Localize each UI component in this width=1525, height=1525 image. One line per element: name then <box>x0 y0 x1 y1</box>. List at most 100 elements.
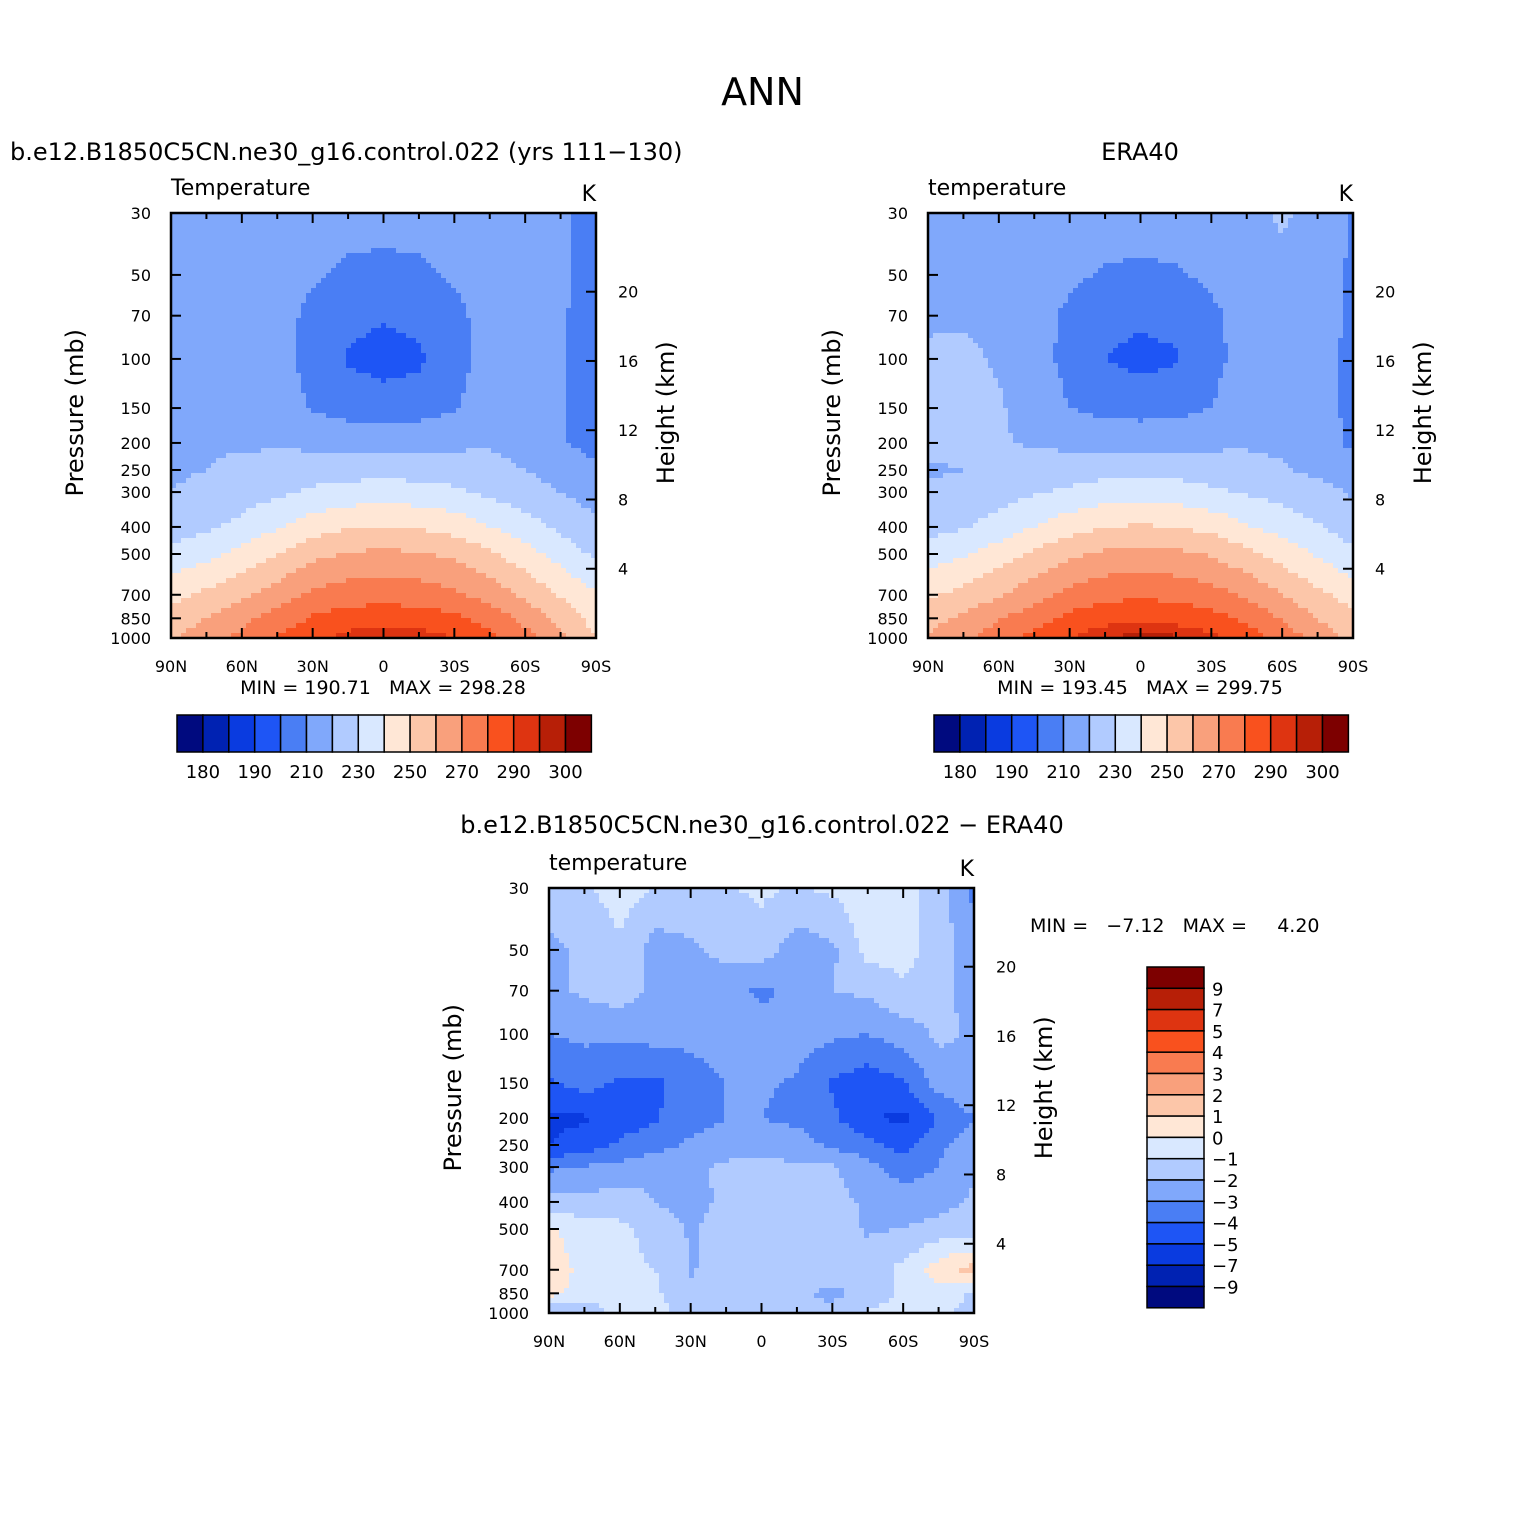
field-cell <box>376 368 382 374</box>
field-cell <box>206 273 212 279</box>
field-cell <box>206 333 212 339</box>
field-cell <box>561 223 567 229</box>
field-cell <box>546 243 552 249</box>
field-cell <box>506 228 512 234</box>
field-cell <box>251 443 257 449</box>
field-cell <box>576 473 582 479</box>
field-cell <box>446 423 452 429</box>
field-cell <box>206 468 212 474</box>
field-cell <box>376 473 382 479</box>
field-cell <box>446 473 452 479</box>
field-cell <box>381 283 387 289</box>
field-cell <box>301 423 307 429</box>
field-cell <box>521 368 527 374</box>
field-cell <box>446 363 452 369</box>
field-cell <box>401 333 407 339</box>
field-cell <box>481 428 487 434</box>
field-cell <box>421 338 427 344</box>
field-cell <box>406 433 412 439</box>
field-cell <box>526 393 532 399</box>
field-cell <box>331 368 337 374</box>
field-cell <box>306 318 312 324</box>
field-cell <box>231 368 237 374</box>
field-cell <box>201 428 207 434</box>
field-cell <box>396 478 402 484</box>
field-cell <box>541 223 547 229</box>
field-cell <box>386 443 392 449</box>
field-cell <box>421 383 427 389</box>
field-cell <box>356 458 362 464</box>
field-cell <box>196 318 202 324</box>
field-cell <box>471 493 477 499</box>
field-cell <box>271 283 277 289</box>
field-cell <box>381 333 387 339</box>
field-cell <box>581 213 587 219</box>
field-cell <box>266 298 272 304</box>
field-cell <box>501 268 507 274</box>
field-cell <box>536 298 542 304</box>
field-cell <box>396 458 402 464</box>
field-cell <box>466 348 472 354</box>
field-cell <box>236 273 242 279</box>
field-cell <box>286 323 292 329</box>
field-cell <box>276 403 282 409</box>
field-cell <box>396 488 402 494</box>
field-cell <box>516 393 522 399</box>
field-cell <box>191 388 197 394</box>
field-cell <box>271 243 277 249</box>
field-cell <box>276 423 282 429</box>
field-cell <box>396 348 402 354</box>
field-cell <box>321 233 327 239</box>
field-cell <box>371 268 377 274</box>
field-cell <box>496 373 502 379</box>
field-cell <box>301 418 307 424</box>
field-cell <box>211 263 217 269</box>
field-cell <box>311 373 317 379</box>
field-cell <box>296 303 302 309</box>
field-cell <box>181 463 187 469</box>
field-cell <box>421 303 427 309</box>
field-cell <box>411 438 417 444</box>
field-cell <box>241 363 247 369</box>
field-cell <box>351 393 357 399</box>
field-cell <box>201 458 207 464</box>
field-cell <box>241 323 247 329</box>
field-cell <box>356 408 362 414</box>
field-cell <box>431 478 437 484</box>
field-cell <box>491 348 497 354</box>
field-cell <box>171 363 177 369</box>
field-cell <box>391 403 397 409</box>
field-cell <box>241 263 247 269</box>
field-cell <box>201 313 207 319</box>
field-cell <box>466 213 472 219</box>
field-cell <box>436 293 442 299</box>
field-cell <box>536 288 542 294</box>
field-cell <box>241 493 247 499</box>
field-cell <box>226 283 232 289</box>
field-cell <box>266 418 272 424</box>
field-cell <box>246 318 252 324</box>
field-cell <box>316 253 322 259</box>
field-cell <box>451 253 457 259</box>
field-cell <box>266 503 272 509</box>
field-cell <box>316 453 322 459</box>
field-cell <box>371 393 377 399</box>
field-cell <box>551 278 557 284</box>
field-cell <box>396 423 402 429</box>
field-cell <box>351 463 357 469</box>
field-cell <box>341 243 347 249</box>
field-cell <box>381 443 387 449</box>
field-cell <box>566 453 572 459</box>
field-cell <box>441 243 447 249</box>
field-cell <box>326 383 332 389</box>
field-cell <box>366 268 372 274</box>
field-cell <box>226 378 232 384</box>
field-cell <box>176 213 182 219</box>
field-cell <box>386 488 392 494</box>
field-cell <box>396 253 402 259</box>
field-cell <box>286 463 292 469</box>
field-cell <box>306 438 312 444</box>
field-cell <box>571 448 577 454</box>
field-cell <box>346 423 352 429</box>
field-cell <box>476 423 482 429</box>
